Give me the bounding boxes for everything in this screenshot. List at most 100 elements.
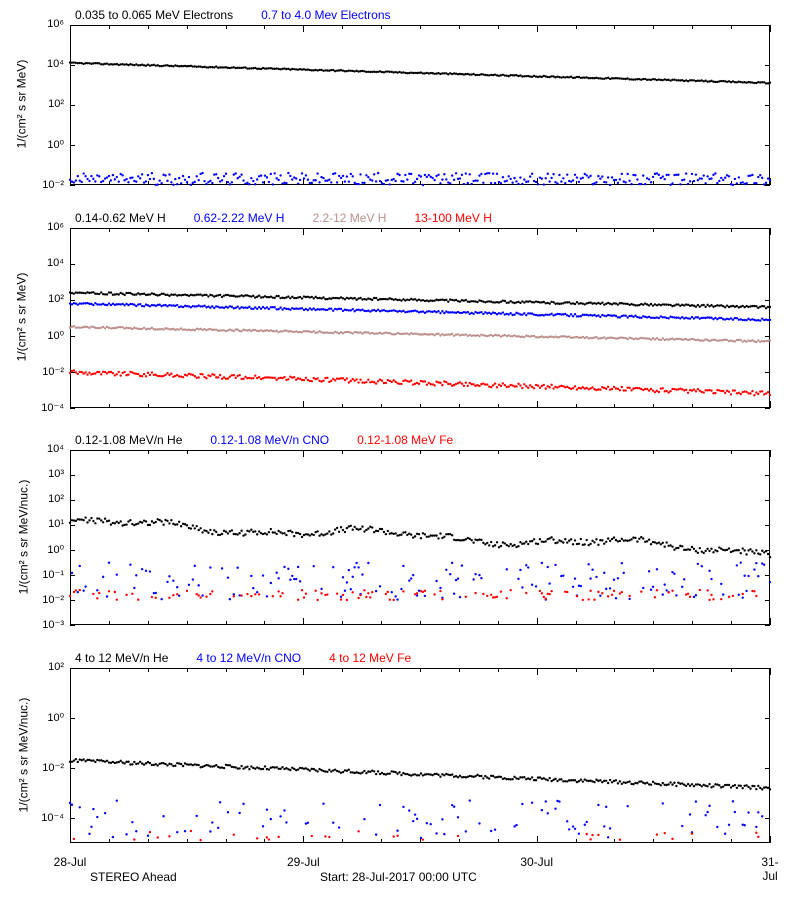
xtick: [109, 25, 110, 29]
xtick: [226, 228, 227, 232]
xtick: [614, 839, 615, 843]
ytick-label: 10⁻⁴: [0, 811, 64, 824]
ytick: [70, 105, 75, 106]
xtick: [264, 228, 265, 232]
xtick: [614, 404, 615, 408]
xtick: [264, 25, 265, 29]
xtick: [148, 25, 149, 29]
ytick-label: 10⁰: [0, 543, 64, 556]
xtick: [148, 621, 149, 625]
xtick: [187, 404, 188, 408]
panel-electrons-legend: 0.035 to 0.065 MeV Electrons0.7 to 4.0 M…: [75, 8, 419, 22]
xtick: [70, 178, 71, 185]
xtick: [342, 839, 343, 843]
ytick: [70, 408, 75, 409]
xtick: [148, 450, 149, 454]
xtick: [498, 228, 499, 232]
xtick: [459, 450, 460, 454]
xtick: [187, 621, 188, 625]
ytick: [765, 65, 770, 66]
ytick: [70, 475, 75, 476]
xtick: [226, 839, 227, 843]
ytick: [70, 768, 75, 769]
ytick: [765, 718, 770, 719]
xtick: [70, 668, 71, 675]
xtick: [109, 404, 110, 408]
xtick: [187, 25, 188, 29]
xtick: [226, 181, 227, 185]
xtick: [576, 25, 577, 29]
xtick: [614, 621, 615, 625]
xtick: [109, 450, 110, 454]
ytick: [765, 475, 770, 476]
xtick: [109, 181, 110, 185]
xtick: [187, 839, 188, 843]
ytick: [765, 818, 770, 819]
xtick: [264, 621, 265, 625]
xtick: [70, 618, 71, 625]
xtick: [459, 839, 460, 843]
xtick: [420, 839, 421, 843]
xtick: [264, 668, 265, 672]
xtick: [187, 228, 188, 232]
xtick: [692, 181, 693, 185]
xtick: [303, 25, 304, 32]
xtick: [264, 450, 265, 454]
xtick: [342, 450, 343, 454]
ytick: [70, 264, 75, 265]
panel-hydrogen-plot-area: [70, 228, 770, 408]
ytick: [765, 105, 770, 106]
ytick: [70, 818, 75, 819]
xtick: [731, 228, 732, 232]
xtick: [537, 178, 538, 185]
xtick: [381, 25, 382, 29]
xtick: [70, 25, 71, 32]
xtick: [148, 668, 149, 672]
ytick-label: 10²: [0, 98, 64, 110]
xtick: [109, 668, 110, 672]
xtick: [692, 450, 693, 454]
xtick-label: 28-Jul: [54, 855, 87, 869]
footer-label: Start: 28-Jul-2017 00:00 UTC: [320, 870, 477, 884]
legend-item: 0.7 to 4.0 Mev Electrons: [261, 8, 390, 22]
xtick: [731, 621, 732, 625]
ytick-label: 10⁰: [0, 138, 64, 151]
xtick: [303, 178, 304, 185]
panel-ions-high-plot-area: [70, 668, 770, 843]
xtick: [498, 621, 499, 625]
xtick: [537, 228, 538, 235]
xtick: [614, 181, 615, 185]
xtick: [342, 181, 343, 185]
ytick-label: 10²: [0, 293, 64, 305]
ytick: [70, 185, 75, 186]
xtick: [109, 621, 110, 625]
xtick: [342, 404, 343, 408]
ytick-label: 10²: [0, 493, 64, 505]
ytick: [70, 718, 75, 719]
ytick: [765, 372, 770, 373]
ytick: [765, 575, 770, 576]
legend-item: 0.12-1.08 MeV/n He: [75, 433, 182, 447]
xtick: [576, 668, 577, 672]
xtick: [576, 839, 577, 843]
xtick: [576, 450, 577, 454]
xtick: [537, 618, 538, 625]
xtick: [70, 836, 71, 843]
xtick: [303, 228, 304, 235]
ytick-label: 10⁻⁴: [0, 401, 64, 414]
xtick: [420, 181, 421, 185]
xtick: [498, 668, 499, 672]
xtick: [653, 668, 654, 672]
legend-item: 0.62-2.22 MeV H: [194, 211, 285, 225]
panel-hydrogen-legend: 0.14-0.62 MeV H0.62-2.22 MeV H2.2-12 MeV…: [75, 211, 520, 225]
xtick: [731, 668, 732, 672]
xtick: [770, 25, 771, 32]
xtick: [576, 404, 577, 408]
ytick: [765, 768, 770, 769]
xtick: [576, 621, 577, 625]
xtick: [109, 839, 110, 843]
ytick-label: 10⁶: [0, 221, 64, 233]
xtick: [148, 839, 149, 843]
xtick: [109, 228, 110, 232]
xtick: [498, 450, 499, 454]
